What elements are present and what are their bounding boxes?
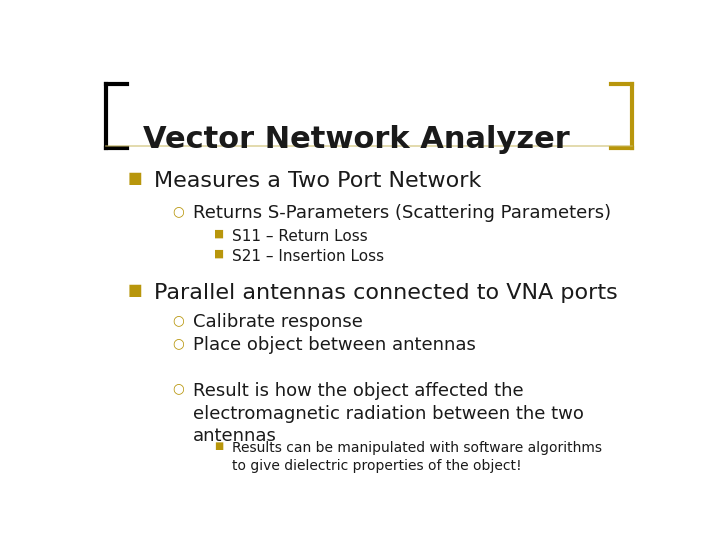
Text: Result is how the object affected the
electromagnetic radiation between the two
: Result is how the object affected the el… [193, 382, 584, 446]
Text: ■: ■ [214, 229, 224, 239]
Text: Place object between antennas: Place object between antennas [193, 336, 476, 354]
Text: ○: ○ [173, 313, 184, 327]
Text: S21 – Insertion Loss: S21 – Insertion Loss [233, 248, 384, 264]
Text: ■: ■ [214, 441, 223, 451]
Text: Measures a Two Port Network: Measures a Two Port Network [154, 171, 482, 191]
Text: Calibrate response: Calibrate response [193, 313, 363, 332]
Text: Returns S-Parameters (Scattering Parameters): Returns S-Parameters (Scattering Paramet… [193, 204, 611, 222]
Text: ○: ○ [173, 336, 184, 350]
Text: ○: ○ [173, 382, 184, 396]
Text: ■: ■ [128, 171, 143, 186]
Text: Vector Network Analyzer: Vector Network Analyzer [143, 125, 570, 154]
Text: ○: ○ [173, 204, 184, 218]
Text: ■: ■ [214, 248, 224, 259]
Text: Parallel antennas connected to VNA ports: Parallel antennas connected to VNA ports [154, 283, 618, 303]
Text: ■: ■ [128, 283, 143, 298]
Text: Results can be manipulated with software algorithms
to give dielectric propertie: Results can be manipulated with software… [233, 441, 603, 473]
Text: S11 – Return Loss: S11 – Return Loss [233, 229, 368, 244]
